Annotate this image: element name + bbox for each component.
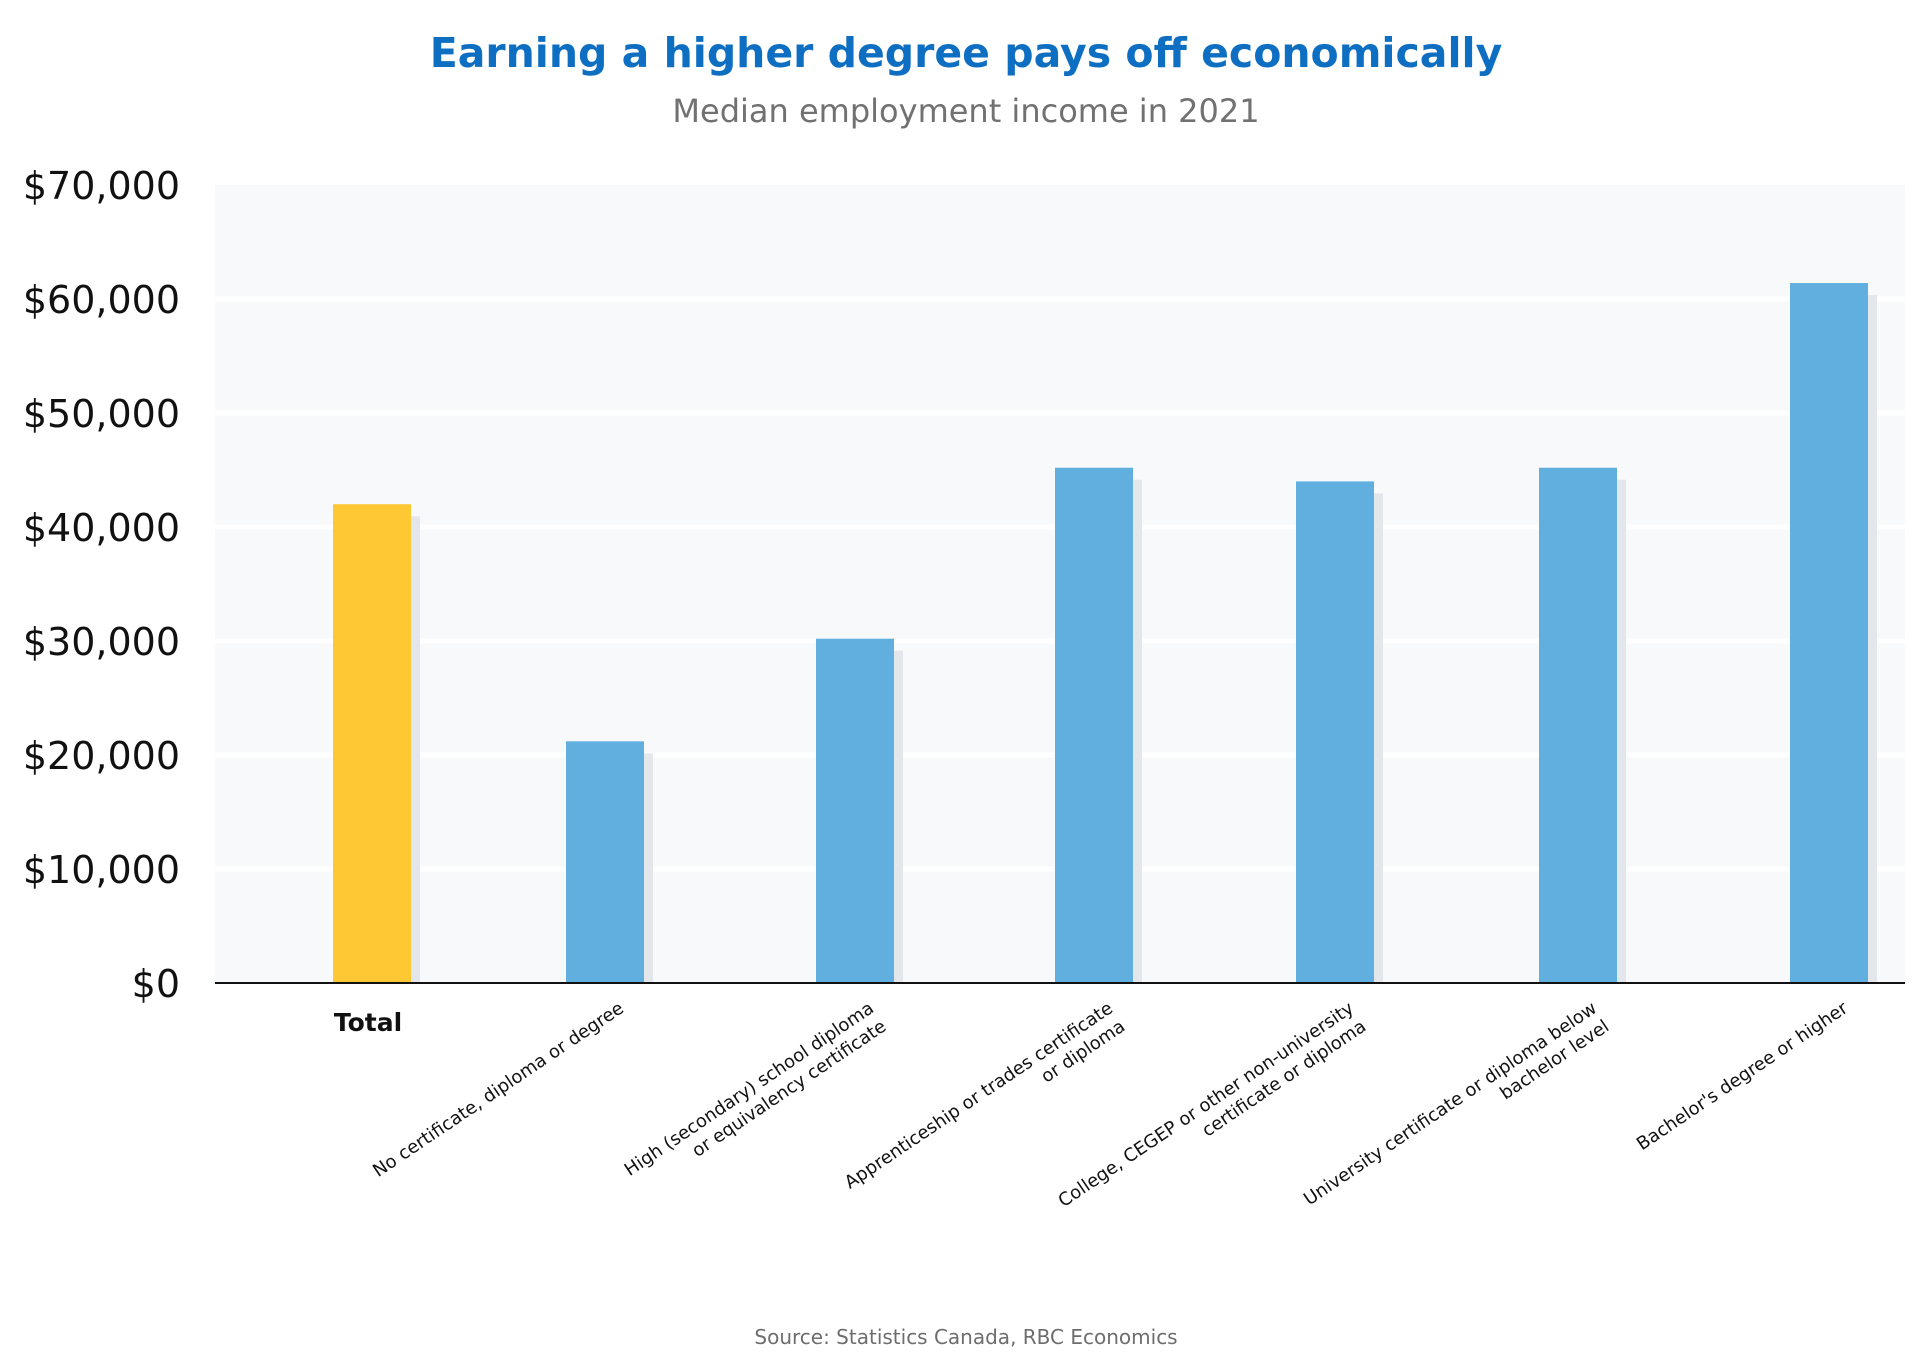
chart-source: Source: Statistics Canada, RBC Economics [754, 1325, 1177, 1349]
chart-title: Earning a higher degree pays off economi… [430, 29, 1503, 77]
bar [333, 504, 411, 983]
bar [1539, 467, 1617, 984]
y-tick-label: $70,000 [23, 164, 180, 208]
bar [1790, 283, 1868, 983]
bar [1296, 481, 1374, 983]
y-tick-label: $10,000 [23, 848, 180, 892]
y-tick-label: $60,000 [23, 278, 180, 322]
y-tick-label: $40,000 [23, 506, 180, 550]
x-tick-label: No certificate, diploma or degree [369, 998, 628, 1182]
x-tick-label: Total [334, 1008, 402, 1037]
chart-subtitle: Median employment income in 2021 [672, 92, 1259, 130]
bar [1055, 467, 1133, 984]
y-tick-label: $50,000 [23, 392, 180, 436]
y-tick-label: $20,000 [23, 734, 180, 778]
y-tick-label: $30,000 [23, 620, 180, 664]
y-axis-tick-labels: $0 $10,000 $20,000 $30,000 $40,000 $50,000 $60… [23, 164, 180, 1006]
y-tick-label: $0 [132, 962, 180, 1006]
x-tick-label: High (secondary) school diplomaor equiva… [621, 998, 890, 1199]
bars [333, 283, 1868, 984]
x-tick-label: Bachelor's degree or higher [1633, 997, 1852, 1154]
bar [816, 638, 894, 983]
bar [566, 741, 644, 983]
